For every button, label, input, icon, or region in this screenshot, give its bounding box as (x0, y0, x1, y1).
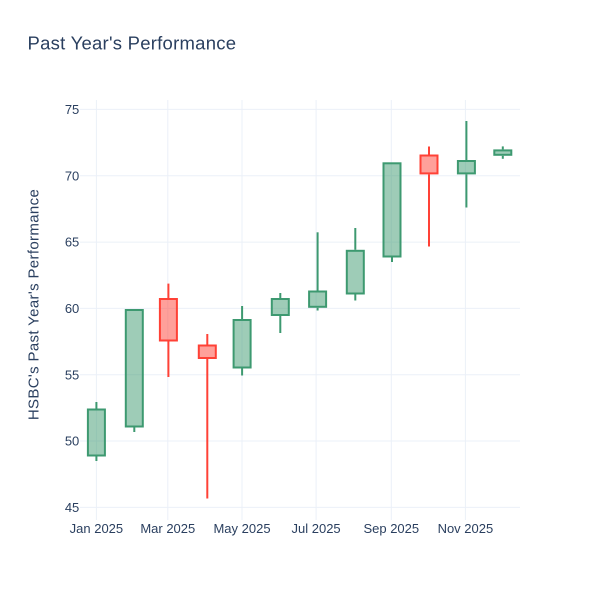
svg-text:HSBC's Past Year's Performance: HSBC's Past Year's Performance (26, 189, 43, 420)
svg-text:75: 75 (65, 102, 79, 117)
svg-text:45: 45 (65, 500, 79, 515)
svg-text:Past Year's Performance: Past Year's Performance (28, 33, 237, 54)
svg-text:Nov 2025: Nov 2025 (438, 521, 494, 536)
svg-text:Sep 2025: Sep 2025 (363, 521, 419, 536)
svg-text:Jan 2025: Jan 2025 (70, 521, 124, 536)
svg-text:60: 60 (65, 301, 79, 316)
svg-text:May 2025: May 2025 (213, 521, 270, 536)
svg-text:70: 70 (65, 168, 79, 183)
svg-text:Jul 2025: Jul 2025 (292, 521, 341, 536)
svg-text:55: 55 (65, 367, 79, 382)
svg-text:Mar 2025: Mar 2025 (140, 521, 195, 536)
svg-text:50: 50 (65, 434, 79, 449)
svg-text:65: 65 (65, 235, 79, 250)
